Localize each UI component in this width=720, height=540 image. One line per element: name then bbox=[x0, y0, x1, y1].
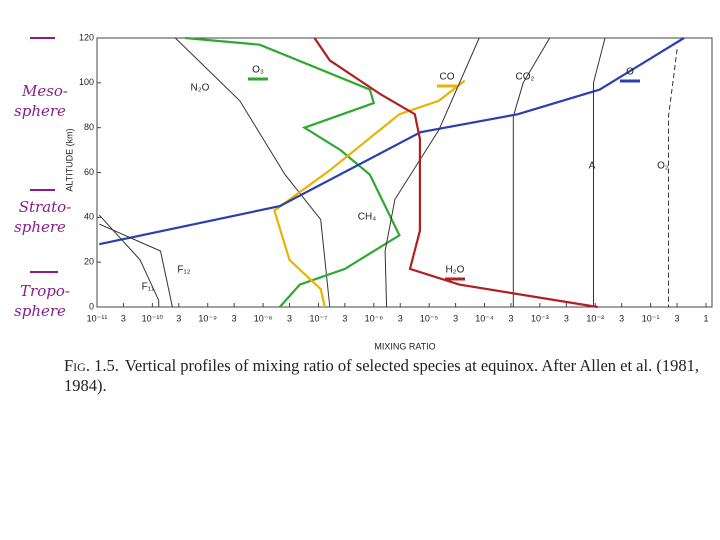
profile-line bbox=[273, 79, 466, 308]
hand-annotation: Strato- bbox=[19, 198, 72, 216]
x-tick-label: 10⁻⁶ bbox=[365, 313, 384, 323]
caption-label: Fig. 1.5. bbox=[64, 356, 119, 375]
hand-marks bbox=[30, 37, 58, 273]
caption: Fig. 1.5. Vertical profiles of mixing rat… bbox=[64, 356, 720, 396]
chart: ALTITUDE (km) MIXING RATIO 0 20 40 60 80 100 1… bbox=[14, 32, 713, 351]
x-tick-label: 3 bbox=[453, 313, 458, 323]
profile-line bbox=[99, 37, 685, 246]
series-label: CH₄ bbox=[358, 212, 377, 223]
y-tick-label: 60 bbox=[84, 167, 94, 177]
x-tick-label: 10⁻⁸ bbox=[254, 313, 273, 323]
series-label: CO bbox=[440, 72, 455, 83]
hand-annotation: sphere bbox=[14, 302, 66, 320]
hand-annotation: sphere bbox=[14, 102, 66, 120]
x-tick-label: 10⁻³ bbox=[531, 313, 549, 323]
hand-annotation: Meso- bbox=[21, 82, 68, 100]
profile-line bbox=[512, 37, 551, 307]
series-label: A bbox=[589, 161, 596, 172]
y-tick-label: 0 bbox=[89, 301, 94, 311]
profile-line bbox=[384, 37, 480, 308]
series-label: CO₂ bbox=[516, 72, 535, 83]
x-tick-label: 1 bbox=[703, 313, 708, 323]
x-tick-label: 10⁻¹ bbox=[642, 313, 660, 323]
x-tick-label: 3 bbox=[398, 313, 403, 323]
y-tick-label: 40 bbox=[84, 212, 94, 222]
x-tick-label: 3 bbox=[508, 313, 513, 323]
series-label: H₂O bbox=[446, 265, 465, 276]
caption-text: Vertical profiles of mixing ratio of sel… bbox=[64, 356, 699, 395]
x-tick-label: 10⁻⁴ bbox=[475, 313, 494, 323]
x-tick-label: 3 bbox=[232, 313, 237, 323]
series-label: O bbox=[626, 67, 634, 78]
x-tick-label: 3 bbox=[176, 313, 181, 323]
x-tick-label: 10⁻¹⁰ bbox=[142, 313, 164, 323]
profile-line bbox=[313, 37, 598, 309]
profile-line bbox=[185, 36, 401, 308]
x-tick-label: 3 bbox=[619, 313, 624, 323]
y-tick-label: 80 bbox=[84, 122, 94, 132]
x-tick-label: 3 bbox=[675, 313, 680, 323]
hand-annotation: Tropo- bbox=[20, 282, 70, 300]
x-tick-label: 10⁻² bbox=[586, 313, 604, 323]
y-tick-label: 100 bbox=[79, 77, 94, 87]
x-tick-label: 3 bbox=[564, 313, 569, 323]
series-label: F₁₂ bbox=[177, 265, 190, 276]
series-label: O₃ bbox=[252, 65, 264, 76]
x-tick-label: 10⁻⁹ bbox=[198, 313, 217, 323]
x-tick-label: 10⁻⁷ bbox=[309, 313, 327, 323]
profile-line bbox=[174, 37, 331, 308]
profile-line bbox=[668, 49, 678, 307]
y-axis-label: ALTITUDE (km) bbox=[64, 128, 74, 191]
profile-line bbox=[99, 223, 173, 308]
hand-annotation: sphere bbox=[14, 218, 66, 236]
series-label: O₂ bbox=[657, 161, 669, 172]
x-axis-label: MIXING RATIO bbox=[374, 341, 435, 350]
x-tick-label: 3 bbox=[287, 313, 292, 323]
x-tick-label: 10⁻¹¹ bbox=[87, 313, 108, 323]
series-label: N₂O bbox=[191, 83, 210, 94]
profile-line bbox=[98, 214, 160, 307]
y-tick-label: 20 bbox=[84, 257, 94, 267]
y-tick-label: 120 bbox=[79, 32, 94, 42]
x-tick-label: 3 bbox=[121, 313, 126, 323]
profile-line bbox=[593, 37, 606, 307]
series-label: F₁₁ bbox=[142, 282, 155, 293]
x-tick-label: 3 bbox=[342, 313, 347, 323]
x-tick-label: 10⁻⁵ bbox=[420, 313, 439, 323]
